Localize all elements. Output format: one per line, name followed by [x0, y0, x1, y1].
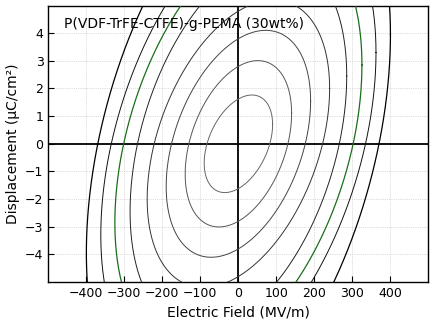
Y-axis label: Displacement (μC/cm²): Displacement (μC/cm²)	[6, 64, 20, 224]
Text: P(VDF-TrFE-CTFE)-g-PEMA (30wt%): P(VDF-TrFE-CTFE)-g-PEMA (30wt%)	[63, 17, 303, 31]
X-axis label: Electric Field (MV/m): Electric Field (MV/m)	[167, 306, 310, 319]
